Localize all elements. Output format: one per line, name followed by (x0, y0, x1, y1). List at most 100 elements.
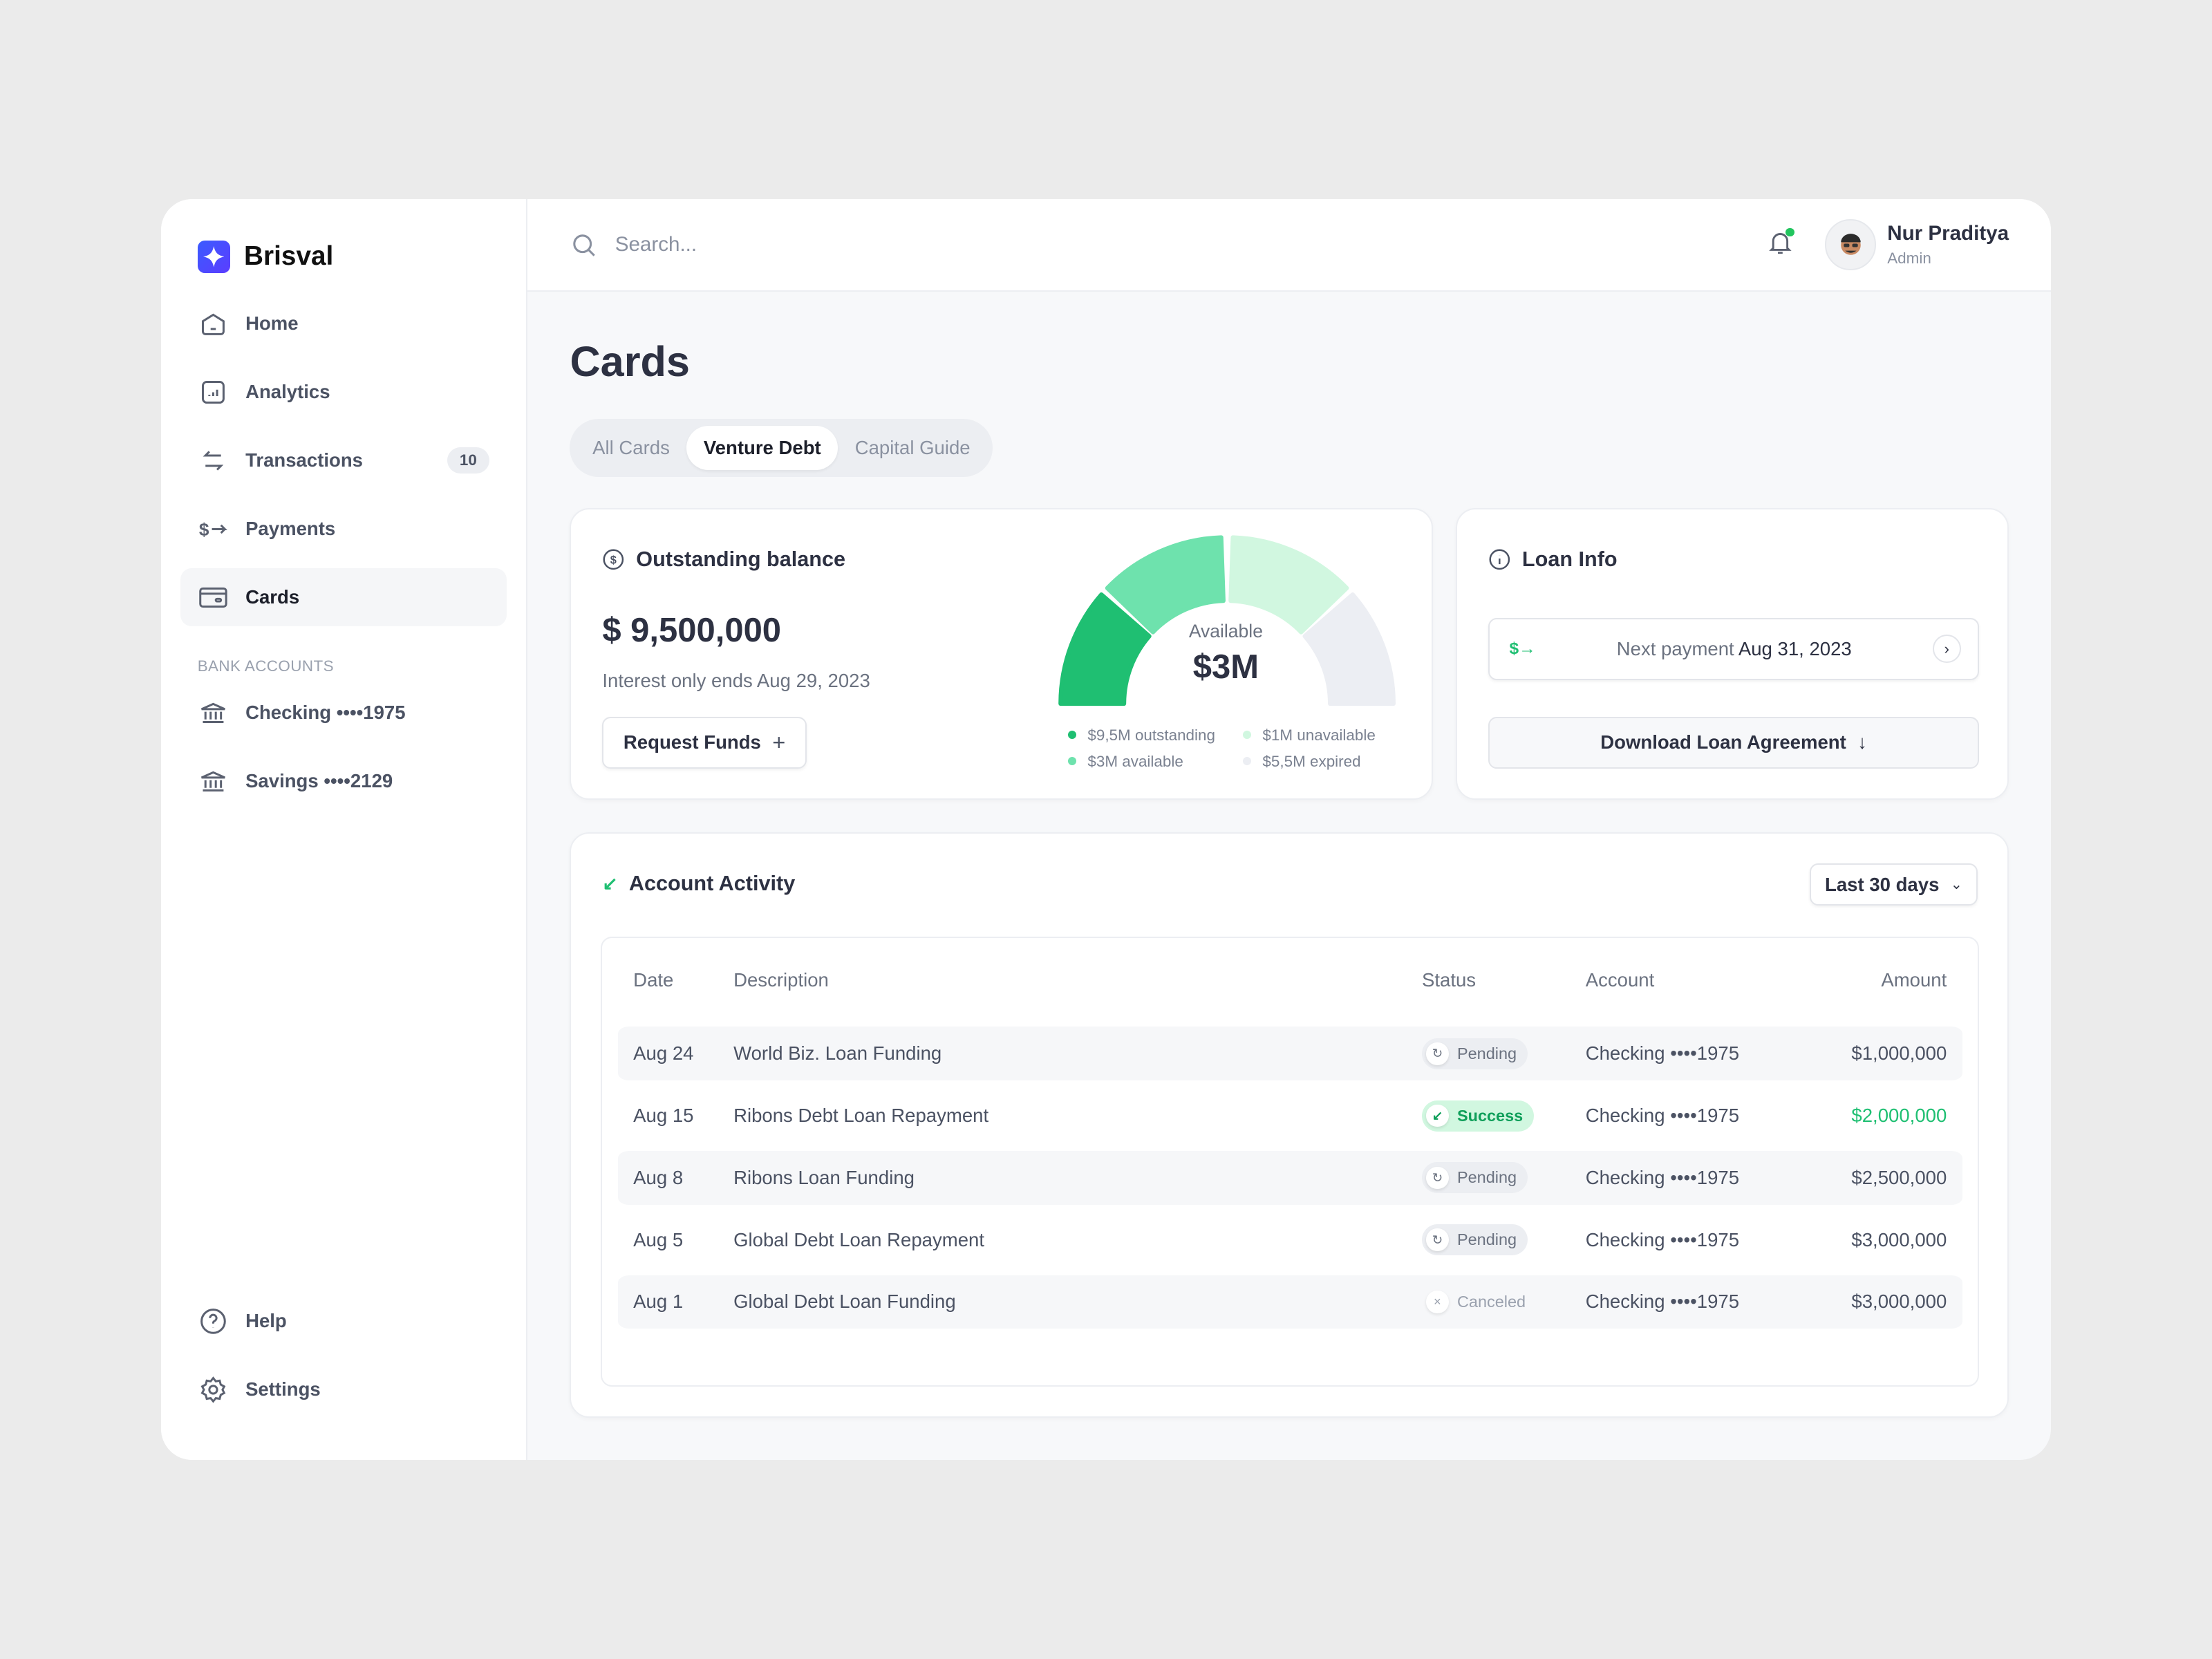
bell-icon (1768, 232, 1792, 254)
status-badge: ↻ Pending (1421, 1038, 1528, 1069)
payment-icon: $ (199, 519, 227, 540)
status-pending-icon: ↻ (1426, 1228, 1449, 1252)
sidebar-item-payments[interactable]: $ Payments (180, 500, 506, 558)
request-funds-button[interactable]: Request Funds + (602, 716, 807, 769)
status-success-icon: ↙ (1426, 1104, 1449, 1127)
sidebar-item-analytics[interactable]: Analytics (180, 363, 506, 421)
date-range-value: Last 30 days (1825, 873, 1940, 895)
table-row[interactable]: Aug 8 Ribons Loan Funding ↻ Pending Check… (617, 1147, 1962, 1209)
download-loan-agreement-button[interactable]: Download Loan Agreement ↓ (1488, 716, 1980, 769)
sidebar-item-label: Analytics (245, 381, 330, 403)
table-row[interactable]: Aug 1 Global Debt Loan Funding × Canceled… (617, 1271, 1962, 1333)
activity-table-wrapper: Date Description Status Account Amount A… (601, 937, 1980, 1387)
search-bar[interactable] (570, 231, 1765, 259)
notification-button[interactable] (1766, 227, 1794, 262)
activity-title-text: Account Activity (628, 872, 796, 896)
logo-star-icon (197, 240, 230, 273)
col-account[interactable]: Account (1585, 969, 1655, 991)
gauge-legend: $9,5M outstanding $1M unavailable $3M av… (1067, 727, 1376, 771)
status-badge: ↻ Pending (1421, 1162, 1528, 1194)
row-account: Checking ••••1975 (1585, 1085, 1805, 1147)
sidebar-item-help[interactable]: Help (180, 1292, 506, 1350)
row-status-cell: ↙ Success (1421, 1085, 1586, 1147)
next-payment-date: Aug 31, 2023 (1738, 637, 1852, 659)
arrow-down-icon: ↓ (1857, 731, 1867, 753)
tab-capital-guide[interactable]: Capital Guide (854, 436, 971, 458)
col-amount[interactable]: Amount (1881, 969, 1947, 991)
sidebar-item-settings[interactable]: Settings (180, 1360, 506, 1418)
col-status[interactable]: Status (1421, 969, 1477, 991)
chart-icon (201, 380, 225, 404)
sidebar-account-savings[interactable]: Savings ••••2129 (180, 752, 506, 810)
transfer-icon (203, 451, 223, 471)
row-amount: $1,000,000 (1804, 1022, 1962, 1085)
svg-text:$: $ (610, 554, 617, 566)
sidebar-item-cards[interactable]: Cards (180, 568, 507, 627)
legend-unavailable: $1M unavailable (1242, 727, 1376, 744)
sidebar-item-label: Home (245, 312, 299, 335)
search-icon (573, 234, 596, 256)
user-role: Admin (1887, 250, 1931, 268)
row-date: Aug 5 (617, 1208, 734, 1271)
col-date[interactable]: Date (633, 969, 674, 991)
sidebar: Brisval Home Analytics Transactions 10 $ P… (160, 198, 528, 1461)
request-funds-label: Request Funds (623, 731, 761, 753)
gauge-segment (1105, 535, 1226, 635)
sidebar-item-home[interactable]: Home (180, 295, 506, 353)
row-description: Global Debt Loan Funding (733, 1271, 1422, 1333)
arrow-down-left-icon: ↙ (602, 873, 618, 894)
row-amount: $3,000,000 (1804, 1271, 1962, 1333)
notification-dot (1785, 227, 1794, 236)
plus-icon: + (772, 729, 786, 756)
sidebar-item-label: Settings (245, 1378, 321, 1400)
next-payment-row[interactable]: $→ Next payment Aug 31, 2023 › (1488, 617, 1980, 680)
legend-outstanding: $9,5M outstanding (1067, 727, 1243, 744)
main-content: Nur Praditya Admin Cards All Cards Ventur… (527, 198, 2052, 1460)
home-icon (201, 313, 225, 335)
bank-accounts-heading: BANK ACCOUNTS (197, 657, 334, 675)
sidebar-account-checking[interactable]: Checking ••••1975 (180, 684, 506, 742)
row-account: Checking ••••1975 (1585, 1208, 1805, 1271)
tab-all-cards[interactable]: All Cards (592, 436, 670, 458)
col-description[interactable]: Description (733, 969, 829, 991)
logo[interactable]: Brisval (197, 238, 507, 275)
gauge-label: Available (1188, 620, 1263, 641)
row-amount: $3,000,000 (1804, 1208, 1962, 1271)
outstanding-balance-card: $ Outstanding balance $ 9,500,000 Intere… (570, 507, 1434, 800)
loan-info-card: Loan Info $→ Next payment Aug 31, 2023 ›… (1456, 507, 2009, 800)
dollar-circle-icon: $ (603, 549, 624, 570)
user-menu[interactable]: Nur Praditya Admin (1825, 219, 2009, 270)
row-account: Checking ••••1975 (1585, 1271, 1805, 1333)
status-pending-icon: ↻ (1426, 1042, 1449, 1065)
top-bar: Nur Praditya Admin (527, 198, 2052, 292)
sidebar-item-label: Transactions (245, 449, 363, 471)
sidebar-item-label: Payments (245, 518, 336, 540)
sidebar-item-label: Cards (245, 586, 300, 608)
app-name: Brisval (244, 241, 334, 272)
gauge-value: $3M (1192, 648, 1259, 686)
row-status-cell: ↻ Pending (1421, 1208, 1586, 1271)
status-badge: ↻ Pending (1421, 1224, 1528, 1256)
bank-icon (200, 702, 225, 723)
search-input[interactable] (615, 233, 1038, 257)
table-row[interactable]: Aug 15 Ribons Debt Loan Repayment ↙ Succe… (617, 1085, 1962, 1147)
activity-table: Date Description Status Account Amount A… (617, 938, 1962, 1333)
availability-gauge (1058, 535, 1396, 706)
app-window: Brisval Home Analytics Transactions 10 $ P… (160, 198, 2052, 1461)
row-amount: $2,500,000 (1804, 1147, 1962, 1209)
account-activity-card: ↙ Account Activity Last 30 days ⌄ Date De… (570, 832, 2009, 1418)
user-name: Nur Praditya (1887, 222, 2009, 245)
chevron-down-icon: ⌄ (1950, 877, 1962, 893)
table-row[interactable]: Aug 24 World Biz. Loan Funding ↻ Pending … (617, 1022, 1962, 1085)
download-label: Download Loan Agreement (1600, 731, 1846, 753)
date-range-select[interactable]: Last 30 days ⌄ (1809, 863, 1978, 906)
row-description: World Biz. Loan Funding (733, 1022, 1422, 1085)
tab-venture-debt[interactable]: Venture Debt (686, 426, 838, 470)
table-row[interactable]: Aug 5 Global Debt Loan Repayment ↻ Pendin… (617, 1208, 1962, 1271)
main-nav: Home Analytics Transactions 10 $ Payments … (180, 295, 507, 627)
transactions-count-badge: 10 (447, 447, 490, 474)
status-badge: ↙ Success (1421, 1100, 1535, 1132)
row-status-cell: ↻ Pending (1421, 1147, 1586, 1209)
help-icon (200, 1308, 226, 1334)
sidebar-item-transactions[interactable]: Transactions 10 (180, 431, 506, 489)
